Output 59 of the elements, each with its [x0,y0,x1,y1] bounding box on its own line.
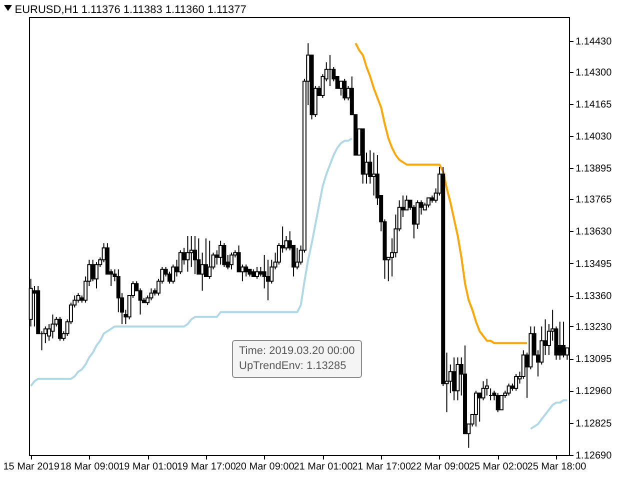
x-tick-label: 21 Mar 01:00 [294,462,354,472]
candlestick [481,380,486,401]
x-tick-label: 18 Mar 09:00 [60,462,120,472]
y-tick-label: 1.13230 [576,322,612,333]
candlestick [558,321,562,360]
candlestick [426,197,431,208]
y-tick-label: 1.14165 [576,99,612,110]
x-tick-label: 19 Mar 01:00 [118,462,178,472]
y-tick-label: 1.13495 [576,258,612,270]
x-tick-label: 20 Mar 09:00 [235,462,295,472]
annotation: Time: 2019.03.20 00:00 [239,344,355,359]
candlestick [58,316,62,342]
y-tick-label: 1.13360 [576,291,612,302]
candlestick [171,264,176,284]
x-tick-label: 25 Mar 18:00 [527,462,587,472]
x-tick-label: 22 Mar 09:00 [410,462,470,472]
line-series [354,42,528,344]
candlestick [149,288,154,301]
y-tick-label: 1.13765 [576,194,612,206]
candlestick [342,78,347,101]
x-tick-label: 21 Mar 17:00 [352,462,412,472]
x-tick-label: 19 Mar 17:00 [176,462,236,472]
annotation: UpTrendEnv: 1.13285 [239,359,348,374]
candlestick [193,236,198,275]
candlestick [372,152,376,196]
y-tick-label: 1.14030 [576,132,612,143]
chart-title: EURUSD,H1 1.11376 1.11383 1.11360 1.11377 [14,4,246,16]
candlestick [208,240,212,280]
candlestick [474,390,478,427]
y-tick-label: 1.13630 [576,226,612,238]
x-tick-label: 25 Mar 02:00 [468,462,528,472]
candlestick [244,264,248,277]
candlestick [50,314,55,339]
y-tick-label: 1.14430 [576,36,612,48]
candlestick [562,321,566,358]
candlestick [496,392,500,413]
candlestick [186,236,190,272]
candlestick [90,259,95,282]
candlestick [255,266,260,280]
candlestick [218,240,223,266]
candlestick [200,252,204,292]
candlestick [178,250,182,275]
y-tick-label: 1.12825 [576,418,612,430]
candlestick [94,262,98,289]
y-tick-label: 1.12690 [576,450,612,462]
candlestick [565,347,570,360]
candlestick [222,242,226,268]
candlestick [258,266,263,277]
y-tick-label: 1.13095 [576,354,612,366]
candlestick [295,247,300,270]
candlestick [514,374,518,392]
y-tick-label: 1.14300 [576,67,612,78]
candlestick [506,383,511,396]
y-tick-label: 1.12960 [576,386,612,398]
x-tick-label: 15 Mar 2019 [3,462,60,472]
candlestick [230,252,234,270]
candlestick [500,394,504,410]
candlestick [76,292,80,304]
y-tick-label: 1.13895 [576,164,612,175]
